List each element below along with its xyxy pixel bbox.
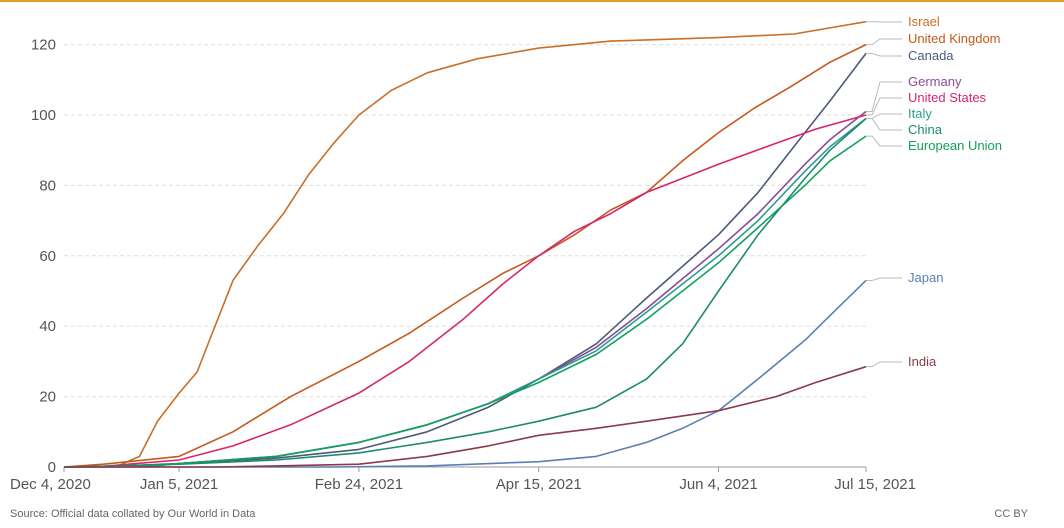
x-tick-label: Dec 4, 2020 — [10, 476, 91, 493]
series-label-european-union: European Union — [908, 138, 1002, 153]
series-labels: Israel United Kingdom Canada GermanyUnited … — [866, 14, 1002, 369]
series-leader-line — [866, 362, 902, 367]
y-tick-label: 20 — [39, 389, 56, 406]
series-line-china — [64, 119, 866, 468]
y-tick-label: 60 — [39, 248, 56, 265]
x-tick-label: Jun 4, 2021 — [679, 476, 757, 493]
series-leader-line — [866, 82, 902, 111]
x-tick-label: Jul 15, 2021 — [834, 476, 916, 493]
series-leader-line — [866, 39, 902, 45]
series-leader-line — [866, 98, 902, 115]
series-label-canada: Canada — [908, 48, 954, 63]
x-axis: Dec 4, 2020 Jan 5, 2021 Feb 24, 2021 Apr 15… — [10, 467, 916, 493]
y-tick-label: 0 — [48, 459, 56, 476]
series-line-germany — [64, 112, 866, 468]
y-tick-label: 80 — [39, 177, 56, 194]
x-tick-label: Feb 24, 2021 — [315, 476, 403, 493]
license-label: CC BY — [994, 508, 1028, 520]
series-label-germany: Germany — [908, 74, 962, 89]
series-label-italy: Italy — [908, 106, 932, 121]
series-leader-line — [866, 278, 902, 280]
grid-lines: 0 20 40 60 80 100 120 — [31, 37, 866, 476]
series-line-united-states — [64, 115, 866, 467]
series-label-israel: Israel — [908, 14, 940, 29]
y-tick-label: 120 — [31, 37, 56, 54]
series-label-japan: Japan — [908, 270, 943, 285]
series-leader-line — [866, 136, 902, 146]
y-tick-label: 40 — [39, 318, 56, 335]
series-leader-line — [866, 119, 902, 130]
source-note: Source: Official data collated by Our Wo… — [10, 508, 255, 520]
series-line-italy — [64, 119, 866, 468]
series-lines — [64, 22, 866, 467]
x-tick-label: Apr 15, 2021 — [496, 476, 582, 493]
x-tick-label: Jan 5, 2021 — [140, 476, 218, 493]
series-leader-line — [866, 53, 902, 56]
series-line-japan — [64, 280, 866, 467]
series-line-israel — [64, 22, 866, 467]
series-label-united-states: United States — [908, 90, 987, 105]
series-label-china: China — [908, 122, 943, 137]
series-label-india: India — [908, 354, 937, 369]
y-tick-label: 100 — [31, 107, 56, 124]
series-label-united-kingdom: United Kingdom — [908, 31, 1001, 46]
